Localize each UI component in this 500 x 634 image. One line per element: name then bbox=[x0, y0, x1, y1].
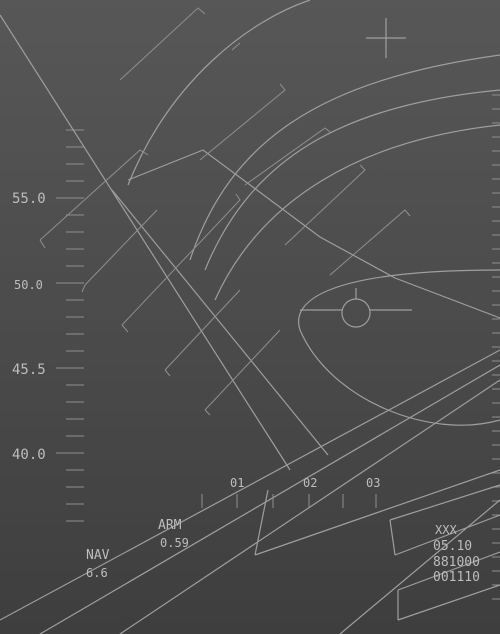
boresight-cross-icon bbox=[366, 18, 406, 58]
horizon-arcs bbox=[127, 0, 500, 426]
status-line-2: 05.10 bbox=[433, 539, 472, 554]
status-line-3: 881000 bbox=[433, 555, 480, 570]
heading-label-03: 03 bbox=[366, 476, 380, 490]
altitude-label-55: 55.0 bbox=[12, 191, 46, 207]
right-edge-ticks bbox=[492, 94, 500, 600]
heading-label-01: 01 bbox=[230, 476, 244, 490]
nav-value: 6.6 bbox=[86, 566, 108, 580]
flight-path-marker bbox=[300, 288, 412, 328]
pitch-ladder bbox=[39, 7, 411, 416]
heading-label-02: 02 bbox=[303, 476, 317, 490]
altitude-tape bbox=[56, 129, 84, 522]
arm-value: 0.59 bbox=[160, 536, 189, 550]
altitude-label-50: 50.0 bbox=[14, 278, 43, 292]
arm-label: ARM bbox=[158, 518, 182, 533]
nav-label: NAV bbox=[86, 548, 110, 563]
status-line-1: XXX bbox=[435, 523, 457, 537]
heading-scale-ticks bbox=[201, 494, 377, 508]
altitude-label-45-5: 45.5 bbox=[12, 362, 46, 378]
perspective-lines bbox=[0, 14, 500, 634]
status-line-4: 001110 bbox=[433, 570, 480, 585]
altitude-label-40: 40.0 bbox=[12, 447, 46, 463]
